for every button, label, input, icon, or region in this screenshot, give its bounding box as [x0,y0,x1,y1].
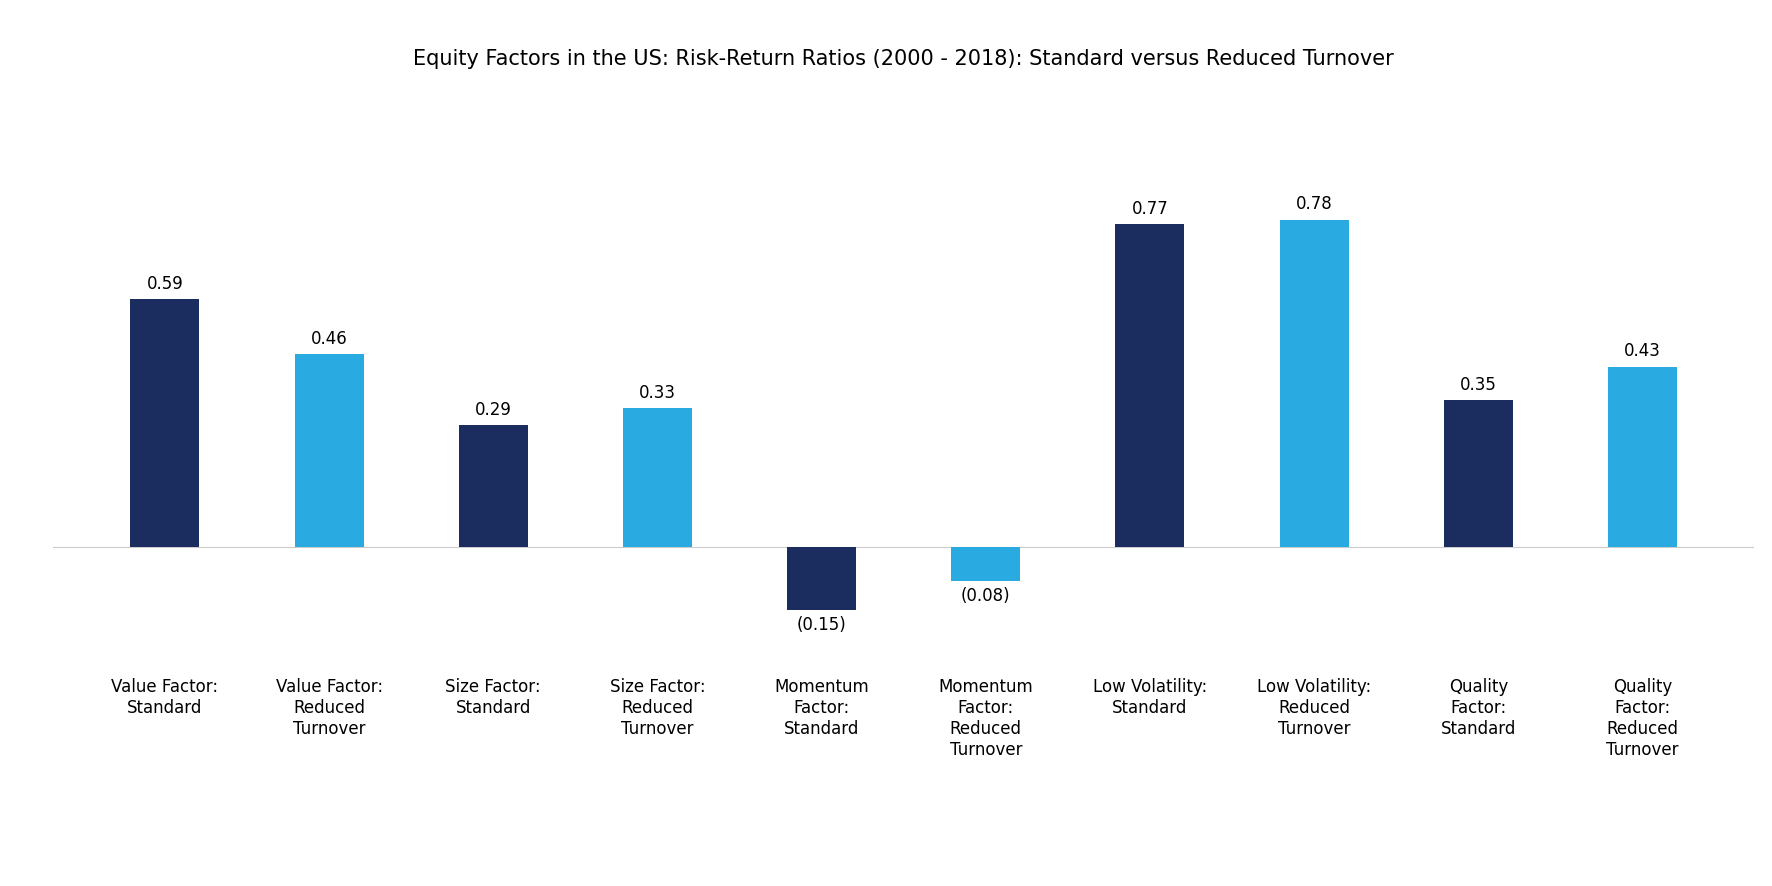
Text: 0.29: 0.29 [475,401,512,419]
Bar [459,425,528,547]
Bar [624,408,691,547]
Text: (0.08): (0.08) [960,587,1010,605]
Title: Equity Factors in the US: Risk-Return Ratios (2000 - 2018): Standard versus Redu: Equity Factors in the US: Risk-Return Ra… [413,49,1395,68]
Text: 0.43: 0.43 [1625,342,1660,361]
Text: 0.33: 0.33 [640,385,675,402]
Bar [1444,400,1513,547]
Bar [787,547,856,610]
Bar [1279,220,1348,547]
Bar [294,354,363,547]
Text: 0.77: 0.77 [1132,199,1168,218]
Bar [1116,224,1184,547]
Text: 0.46: 0.46 [310,330,347,347]
Text: (0.15): (0.15) [797,617,847,634]
Bar [1607,367,1676,547]
Text: 0.59: 0.59 [147,275,183,293]
Text: 0.78: 0.78 [1295,195,1333,214]
Bar [952,547,1021,580]
Text: 0.35: 0.35 [1460,376,1497,393]
Bar [131,299,200,547]
